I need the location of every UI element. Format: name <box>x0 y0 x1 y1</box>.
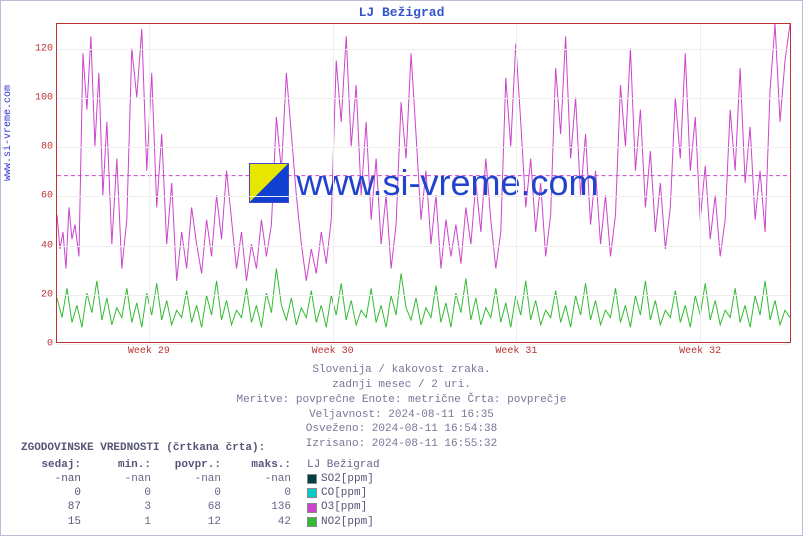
history-cell: -nan <box>231 472 301 486</box>
history-block: ZGODOVINSKE VREDNOSTI (črtkana črta): se… <box>21 441 421 529</box>
history-cell: 42 <box>231 515 301 529</box>
history-row: 0000CO[ppm] <box>21 486 421 500</box>
history-header-row: sedaj: min.: povpr.: maks.: LJ Bežigrad <box>21 458 421 472</box>
y-tick-label: 120 <box>35 43 53 54</box>
y-tick-label: 100 <box>35 92 53 103</box>
grid-line <box>333 24 334 342</box>
history-series-label: NO2[ppm] <box>301 515 421 529</box>
grid-line <box>57 98 790 99</box>
history-cell: -nan <box>161 472 231 486</box>
history-title: ZGODOVINSKE VREDNOSTI (črtkana črta): <box>21 441 421 455</box>
grid-line <box>57 147 790 148</box>
series-name: SO2[ppm] <box>321 472 374 486</box>
history-cell: 1 <box>91 515 161 529</box>
grid-line <box>57 246 790 247</box>
history-header: povpr.: <box>161 458 231 472</box>
history-station-header: LJ Bežigrad <box>301 458 421 472</box>
legend-swatch-icon <box>307 488 317 498</box>
caption-block: Slovenija / kakovost zraka. zadnji mesec… <box>1 363 802 452</box>
series-name: CO[ppm] <box>321 486 367 500</box>
history-cell: 136 <box>231 500 301 514</box>
history-cell: 0 <box>161 486 231 500</box>
history-series-label: O3[ppm] <box>301 500 421 514</box>
series-name: O3[ppm] <box>321 500 367 514</box>
caption-line: Meritve: povprečne Enote: metrične Črta:… <box>1 393 802 408</box>
caption-line: zadnji mesec / 2 uri. <box>1 378 802 393</box>
history-row: -nan-nan-nan-nanSO2[ppm] <box>21 472 421 486</box>
y-tick-label: 80 <box>41 142 53 153</box>
x-tick-label: Week 32 <box>679 346 721 357</box>
history-cell: 0 <box>91 486 161 500</box>
history-cell: 15 <box>21 515 91 529</box>
history-header: sedaj: <box>21 458 91 472</box>
history-cell: 0 <box>21 486 91 500</box>
history-header: maks.: <box>231 458 301 472</box>
grid-line <box>57 295 790 296</box>
y-tick-label: 0 <box>47 339 53 350</box>
grid-line <box>57 196 790 197</box>
history-row: 1511242 NO2[ppm] <box>21 515 421 529</box>
x-tick-label: Week 30 <box>312 346 354 357</box>
y-tick-label: 60 <box>41 191 53 202</box>
y-tick-label: 40 <box>41 240 53 251</box>
history-cell: 0 <box>231 486 301 500</box>
grid-line <box>149 24 150 342</box>
x-tick-label: Week 29 <box>128 346 170 357</box>
history-cell: -nan <box>91 472 161 486</box>
grid-line <box>516 24 517 342</box>
y-tick-label: 20 <box>41 289 53 300</box>
grid-line <box>57 49 790 50</box>
series-line-no2 <box>57 269 790 328</box>
history-cell: 68 <box>161 500 231 514</box>
legend-swatch-icon <box>307 474 317 484</box>
history-series-label: SO2[ppm] <box>301 472 421 486</box>
history-cell: 87 <box>21 500 91 514</box>
series-name: NO2[ppm] <box>321 515 374 529</box>
caption-line: Osveženo: 2024-08-11 16:54:38 <box>1 422 802 437</box>
legend-swatch-icon <box>307 503 317 513</box>
history-cell: 12 <box>161 515 231 529</box>
x-tick-label: Week 31 <box>495 346 537 357</box>
history-row: 87368136 O3[ppm] <box>21 500 421 514</box>
chart-plot-area: www.si-vreme.com 020406080100120Week 29W… <box>56 23 791 343</box>
caption-line: Veljavnost: 2024-08-11 16:35 <box>1 408 802 423</box>
history-header: min.: <box>91 458 161 472</box>
history-cell: 3 <box>91 500 161 514</box>
series-line-o3 <box>57 24 790 281</box>
grid-line <box>57 344 790 345</box>
history-series-label: CO[ppm] <box>301 486 421 500</box>
caption-line: Slovenija / kakovost zraka. <box>1 363 802 378</box>
history-cell: -nan <box>21 472 91 486</box>
y-axis-link[interactable]: www.si-vreme.com <box>3 85 14 181</box>
grid-line <box>700 24 701 342</box>
chart-title: LJ Bežigrad <box>1 5 802 20</box>
legend-swatch-icon <box>307 517 317 527</box>
